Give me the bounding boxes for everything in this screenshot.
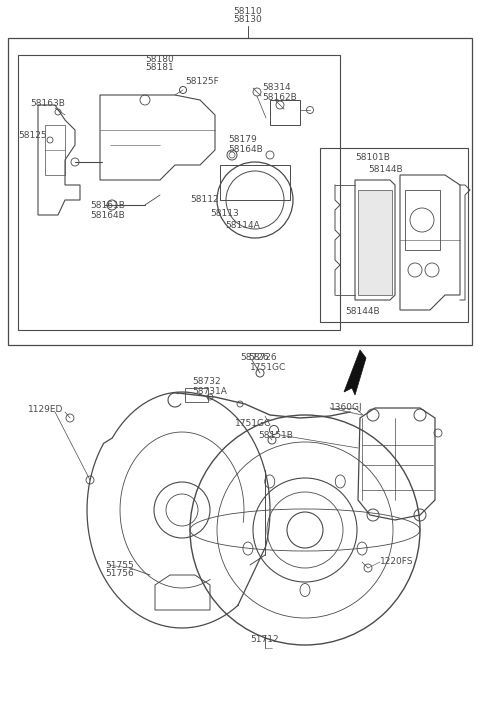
Text: 58164B: 58164B — [228, 145, 263, 154]
Bar — [8, 38, 472, 345]
Text: 58179: 58179 — [228, 135, 257, 145]
Polygon shape — [344, 350, 366, 395]
Text: 58164B: 58164B — [90, 211, 125, 219]
Text: 1751GC: 1751GC — [235, 419, 271, 429]
Text: 58130: 58130 — [234, 16, 263, 25]
Text: 58726: 58726 — [248, 353, 276, 362]
Bar — [358, 190, 392, 295]
Text: 58181: 58181 — [145, 63, 174, 73]
Text: 58144B: 58144B — [368, 166, 403, 175]
Text: 58112: 58112 — [190, 195, 218, 204]
Text: 58314: 58314 — [262, 83, 290, 92]
Bar — [185, 388, 208, 402]
Text: 58161B: 58161B — [90, 200, 125, 209]
Text: 1360GJ: 1360GJ — [330, 403, 362, 412]
Text: 58732: 58732 — [192, 377, 221, 386]
Text: 58125: 58125 — [18, 130, 47, 140]
Text: 58731A: 58731A — [192, 386, 227, 396]
Text: 1129ED: 1129ED — [28, 405, 63, 415]
Text: 58101B: 58101B — [355, 152, 390, 161]
Text: 58162B: 58162B — [262, 92, 297, 102]
Text: 58114A: 58114A — [225, 221, 260, 230]
Text: 58151B: 58151B — [258, 431, 293, 439]
Text: 58125F: 58125F — [185, 78, 219, 87]
Text: 51756: 51756 — [105, 570, 134, 579]
Bar — [18, 55, 340, 330]
Bar — [270, 100, 300, 125]
Text: 1220FS: 1220FS — [380, 558, 413, 567]
Bar — [45, 125, 65, 175]
Bar — [320, 148, 468, 322]
Text: 58113: 58113 — [210, 209, 239, 218]
Bar — [405, 190, 440, 250]
Text: 58163B: 58163B — [30, 99, 65, 107]
Text: 51712: 51712 — [251, 635, 279, 644]
Text: 58726: 58726 — [240, 353, 269, 362]
Text: 51755: 51755 — [105, 560, 134, 570]
Bar — [220, 165, 290, 200]
Text: 58180: 58180 — [145, 56, 174, 64]
Text: 58144B: 58144B — [345, 307, 380, 317]
Text: 58110: 58110 — [234, 8, 263, 16]
Text: 1751GC: 1751GC — [250, 364, 286, 372]
